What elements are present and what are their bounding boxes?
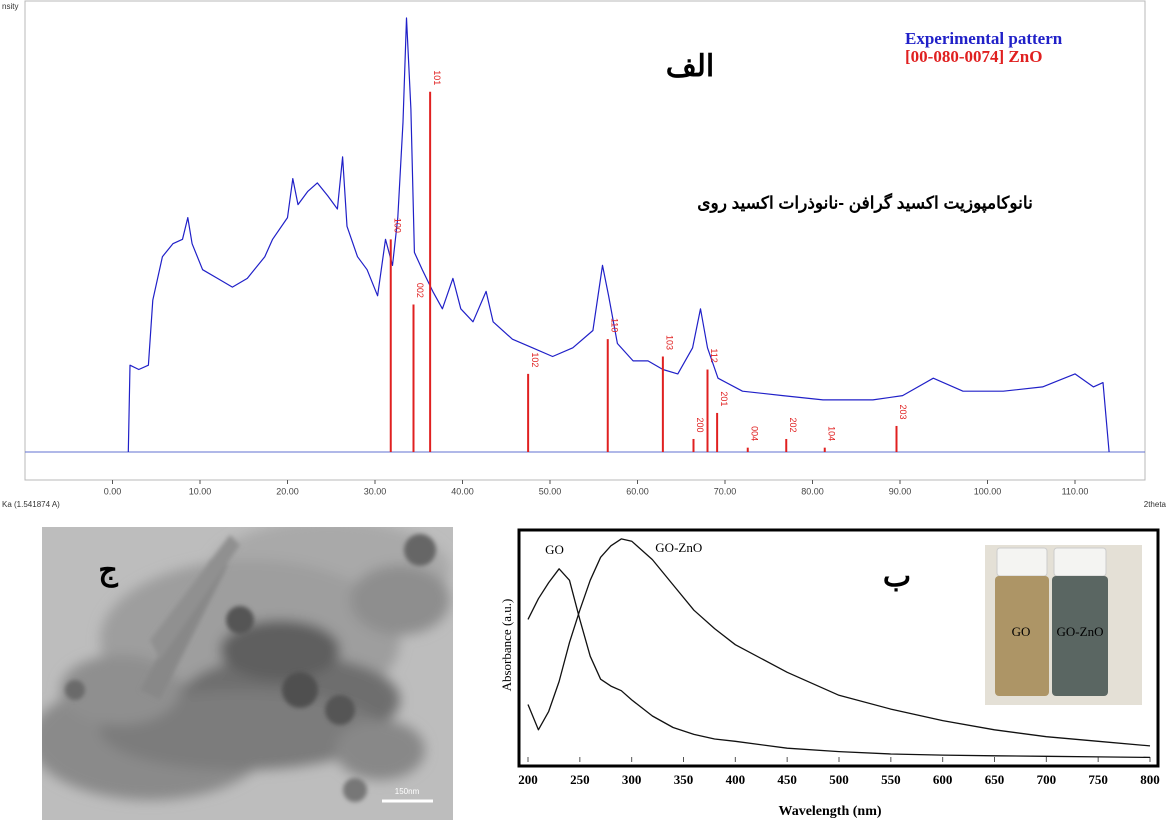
x-tick-label: 350 [674, 772, 694, 787]
x-tick-label: 110.00 [1062, 486, 1089, 496]
series-label: GO-ZnO [655, 540, 702, 555]
x-tick-label: 0.00 [104, 486, 122, 496]
panel-label: ب [883, 560, 911, 593]
data-line [527, 538, 1151, 747]
series-label: GO [545, 542, 564, 557]
stick-label: 002 [415, 283, 425, 298]
x-tick-label: 750 [1088, 772, 1108, 787]
x-tick-label: 60.00 [626, 486, 649, 496]
legend-entry: [00-080-0074] ZnO [905, 47, 1042, 66]
x-tick-label: 50.00 [539, 486, 562, 496]
uv-frame [517, 528, 1160, 768]
x-tick-label: 700 [1037, 772, 1057, 787]
x-tick-label: 20.00 [276, 486, 299, 496]
x-tick-label: 80.00 [801, 486, 824, 496]
x-tick-label: 200 [518, 772, 538, 787]
stick-label: 201 [719, 391, 729, 406]
legend-entry: Experimental pattern [905, 29, 1063, 48]
data-line [127, 17, 1110, 453]
y-axis-label: nsity [2, 2, 18, 11]
stick-label: 112 [709, 348, 719, 362]
data-line [527, 568, 1151, 759]
stick-label: 100 [392, 218, 402, 233]
panel-label: الف [666, 50, 715, 83]
stick-label: 104 [826, 426, 836, 441]
stick-label: 102 [530, 352, 540, 367]
x-tick-label: 500 [829, 772, 849, 787]
x-tick-label: 90.00 [889, 486, 912, 496]
source-note: Ka (1.541874 A) [2, 500, 60, 509]
x-tick-label: 650 [985, 772, 1005, 787]
x-tick-label: 40.00 [451, 486, 474, 496]
stick-label: 101 [432, 70, 442, 85]
inset-label: GO [1012, 624, 1031, 639]
inset-label: GO-ZnO [1057, 624, 1104, 639]
stick-label: 203 [898, 404, 908, 419]
x-tick-label: 300 [622, 772, 642, 787]
x-tick-label: 800 [1140, 772, 1160, 787]
stick-label: 004 [749, 426, 759, 441]
scale-bar-label: 150nm [395, 787, 420, 796]
x-tick-label: 250 [570, 772, 590, 787]
tem-image [42, 527, 453, 820]
inset-photo [985, 545, 1142, 705]
stick-label: 200 [695, 417, 705, 432]
stick-label: 110 [609, 318, 619, 332]
x-tick-label: 100.00 [974, 486, 1002, 496]
x-tick-label: 30.00 [364, 486, 387, 496]
annotation: نانوکامپوزیت اکسید گرافن -نانوذرات اکسید… [697, 192, 1033, 213]
x-tick-label: 550 [881, 772, 901, 787]
x-tick-label: 600 [933, 772, 953, 787]
stick-label: 103 [665, 335, 675, 350]
panel-label: ج [98, 554, 118, 588]
stick-label: 202 [788, 417, 798, 432]
x-tick-label: 450 [777, 772, 797, 787]
x-tick-label: 400 [726, 772, 746, 787]
x-tick-label: 10.00 [189, 486, 212, 496]
xrd-frame [24, 0, 1146, 481]
x-axis-label: 2theta [1144, 500, 1167, 509]
x-tick-label: 70.00 [714, 486, 737, 496]
y-axis-label: Absorbance (a.u.) [499, 599, 514, 692]
x-axis-label: Wavelength (nm) [778, 804, 881, 819]
